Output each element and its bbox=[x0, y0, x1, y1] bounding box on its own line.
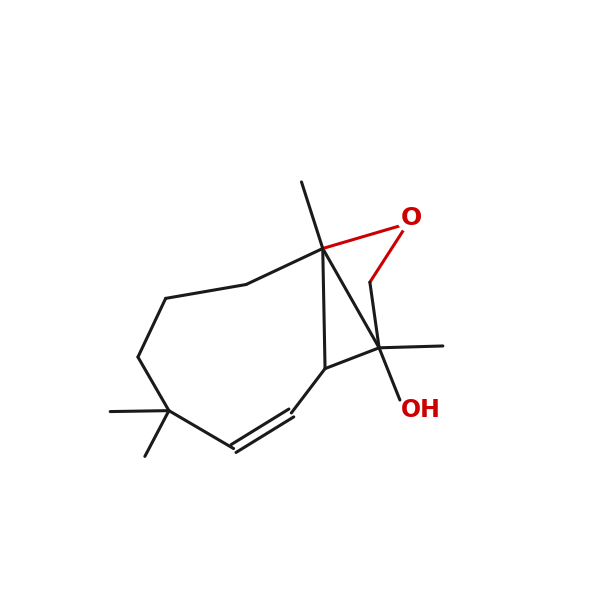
Text: OH: OH bbox=[401, 398, 440, 422]
Text: O: O bbox=[401, 206, 422, 230]
